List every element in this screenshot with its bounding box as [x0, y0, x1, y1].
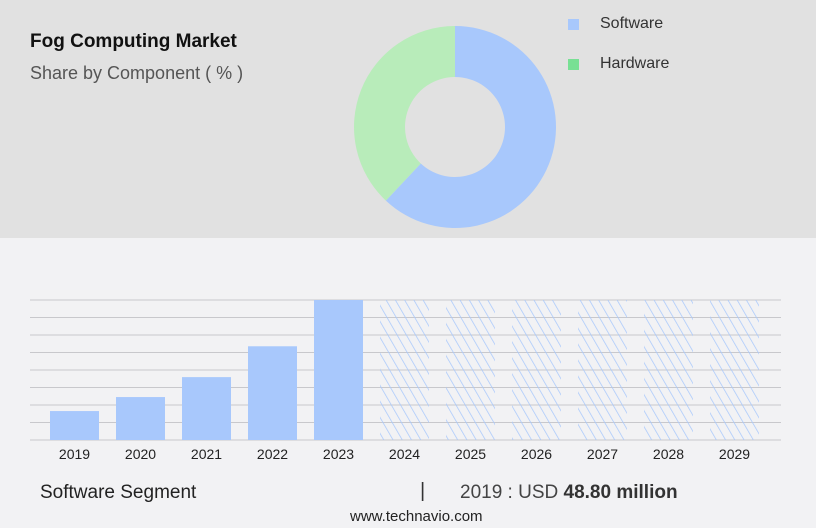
x-tick-label: 2028 [653, 446, 684, 462]
forecast-bar-2024 [380, 300, 429, 440]
segment-label: Software Segment [40, 482, 197, 503]
x-tick-label: 2029 [719, 446, 750, 462]
legend-swatch-hardware [568, 58, 579, 70]
forecast-bar-2026 [512, 300, 561, 440]
x-tick-label: 2021 [191, 446, 222, 462]
bar-2022 [248, 346, 297, 440]
forecast-bar-2028 [644, 300, 693, 440]
bar-2023 [314, 300, 363, 440]
x-tick-label: 2024 [389, 446, 420, 462]
source-url[interactable]: www.technavio.com [350, 508, 483, 525]
legend-swatch-software [568, 18, 579, 30]
stat-value: 48.80 million [563, 482, 678, 503]
bar-2019 [50, 411, 99, 440]
x-tick-label: 2027 [587, 446, 618, 462]
donut-slice-software [385, 26, 557, 228]
forecast-bar-2029 [710, 300, 759, 440]
legend-item-software: Software [568, 15, 663, 33]
bar-2020 [116, 397, 165, 440]
legend-label: Software [600, 15, 664, 32]
chart-title: Fog Computing Market [30, 31, 237, 52]
x-tick-label: 2019 [59, 446, 90, 462]
x-tick-label: 2025 [455, 446, 486, 462]
forecast-bar-2025 [446, 300, 495, 440]
bar-2021 [182, 377, 231, 440]
segment-stat: 2019 : USD 48.80 million [460, 482, 678, 504]
separator: | [420, 480, 426, 502]
chart-subtitle: Share by Component ( % ) [30, 63, 244, 83]
x-tick-label: 2023 [323, 446, 354, 462]
legend-item-hardware: Hardware [568, 55, 669, 73]
legend-label: Hardware [600, 55, 670, 72]
x-tick-label: 2022 [257, 446, 288, 462]
x-tick-label: 2020 [125, 446, 156, 462]
stat-prefix: 2019 : USD [460, 482, 559, 503]
x-tick-label: 2026 [521, 446, 552, 462]
donut-slice-hardware [354, 25, 455, 201]
forecast-bar-2027 [578, 300, 627, 440]
